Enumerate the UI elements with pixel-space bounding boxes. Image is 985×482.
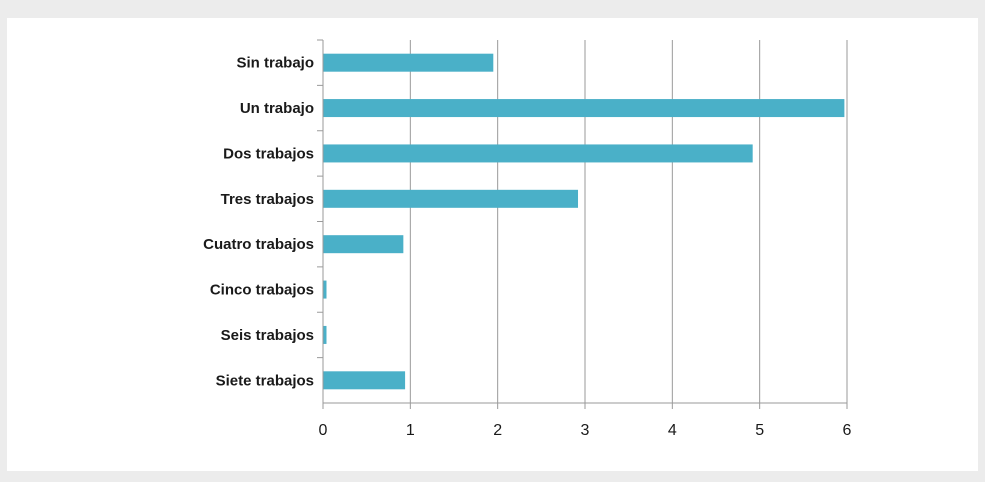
category-label: Cinco trabajos bbox=[210, 282, 314, 299]
bar bbox=[323, 99, 845, 118]
x-tick-label: 2 bbox=[493, 422, 502, 439]
bar bbox=[323, 325, 327, 344]
x-tick-label: 3 bbox=[581, 422, 590, 439]
category-label: Siete trabajos bbox=[216, 372, 314, 389]
bars bbox=[323, 53, 845, 390]
x-tick-label: 4 bbox=[668, 422, 677, 439]
bar bbox=[323, 280, 327, 299]
x-tick-label: 5 bbox=[755, 422, 764, 439]
bar bbox=[323, 189, 579, 208]
category-label: Dos trabajos bbox=[223, 145, 314, 162]
grid-lines bbox=[409, 40, 848, 403]
category-label: Sin trabajo bbox=[236, 55, 314, 72]
x-tick-label: 1 bbox=[406, 422, 415, 439]
bar bbox=[323, 53, 494, 72]
axes bbox=[317, 39, 848, 409]
bar bbox=[323, 235, 404, 254]
chart-panel: Sin trabajo Un trabajo Dos trabajos Tres tr… bbox=[7, 18, 978, 471]
category-label: Seis trabajos bbox=[221, 327, 314, 344]
category-label: Tres trabajos bbox=[221, 191, 314, 208]
bar-chart: Sin trabajo Un trabajo Dos trabajos Tres tr… bbox=[203, 39, 852, 439]
x-tick-labels: 0 1 2 3 4 5 6 bbox=[319, 422, 852, 439]
bar bbox=[323, 371, 406, 390]
category-labels: Sin trabajo Un trabajo Dos trabajos Tres tr… bbox=[203, 55, 314, 390]
x-tick-label: 6 bbox=[843, 422, 852, 439]
x-tick-label: 0 bbox=[319, 422, 328, 439]
category-label: Cuatro trabajos bbox=[203, 236, 314, 253]
bar bbox=[323, 144, 753, 163]
category-label: Un trabajo bbox=[240, 100, 314, 117]
